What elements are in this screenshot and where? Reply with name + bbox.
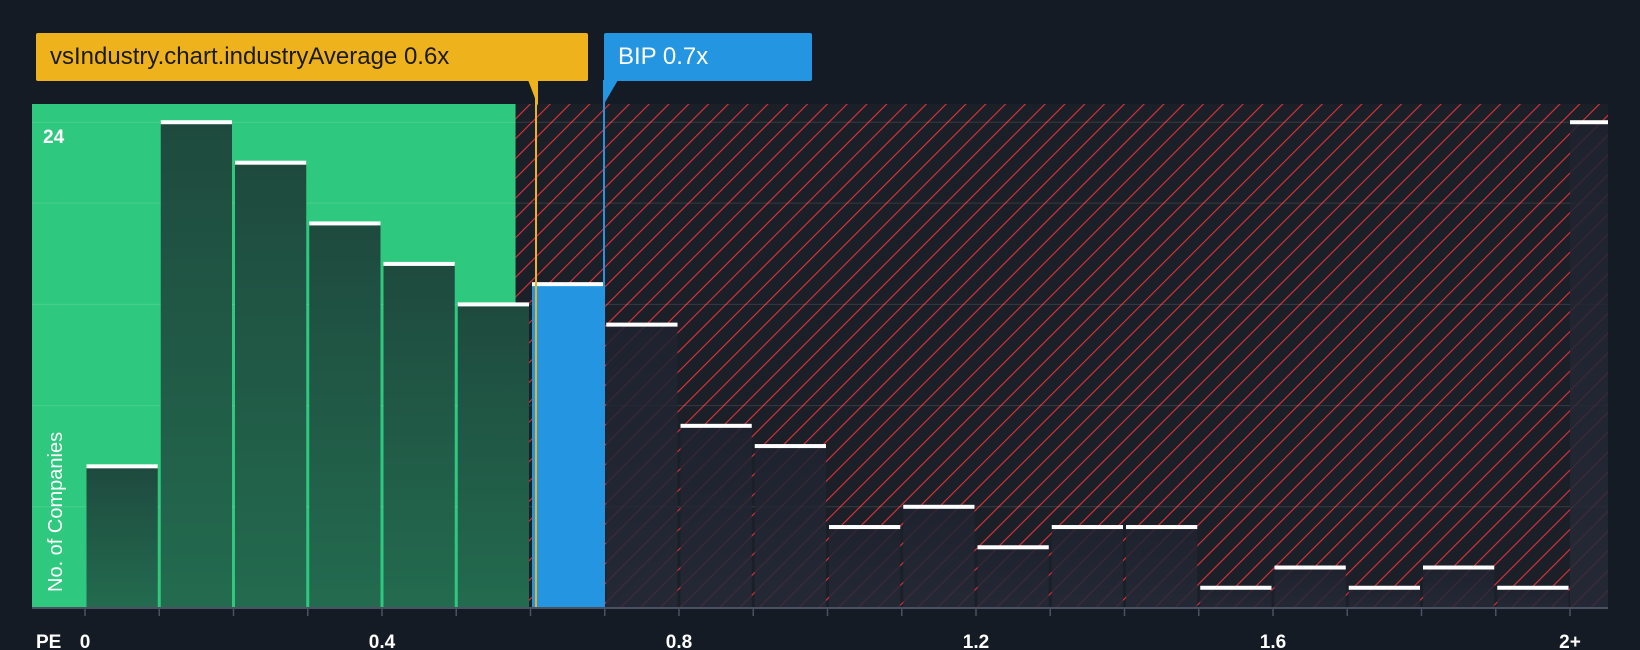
histogram-bar bbox=[1423, 567, 1495, 608]
x-tick-label: 0.4 bbox=[369, 632, 396, 650]
bar-top-cap bbox=[160, 120, 232, 125]
histogram-bar bbox=[383, 263, 455, 608]
bar-top-cap bbox=[606, 322, 678, 327]
x-axis-label: PE bbox=[36, 632, 61, 650]
bar-top-cap bbox=[754, 444, 826, 449]
histogram-bar bbox=[532, 284, 604, 608]
histogram-bar bbox=[977, 547, 1049, 608]
y-tick-label: 24 bbox=[43, 127, 65, 148]
bar-top-cap bbox=[680, 423, 752, 428]
bar-top-cap bbox=[829, 525, 901, 530]
markers bbox=[528, 80, 618, 608]
bar-top-cap bbox=[1200, 585, 1272, 590]
histogram-bar bbox=[680, 425, 752, 608]
bar-top-cap bbox=[457, 302, 529, 307]
x-tick-label: 1.6 bbox=[1260, 632, 1286, 650]
x-ticks: 0 0.4 0.8 1.2 1.6 2+ bbox=[80, 608, 1581, 650]
histogram-bar bbox=[829, 527, 901, 608]
x-tick-label: 0 bbox=[80, 632, 91, 650]
industry-pointer bbox=[528, 80, 538, 106]
histogram-bar bbox=[457, 304, 529, 608]
bars bbox=[86, 122, 1608, 609]
histogram-bar bbox=[1051, 527, 1123, 608]
bar-top-cap bbox=[977, 545, 1049, 550]
bar-top-cap bbox=[1423, 565, 1495, 570]
bar-top-cap bbox=[1348, 585, 1420, 590]
histogram-bar bbox=[606, 324, 678, 608]
bar-top-cap bbox=[1497, 585, 1569, 590]
x-tick-label: 2+ bbox=[1559, 632, 1581, 650]
y-axis-label: No. of Companies bbox=[45, 432, 67, 592]
bar-top-cap bbox=[903, 504, 975, 509]
histogram-bar bbox=[754, 446, 826, 608]
company-value-callout: BIP 0.7x bbox=[604, 33, 812, 81]
bar-top-cap bbox=[86, 464, 158, 469]
bar-top-cap bbox=[309, 221, 381, 226]
bar-top-cap bbox=[1051, 525, 1123, 530]
industry-average-callout: vsIndustry.chart.industryAverage 0.6x bbox=[36, 33, 588, 81]
company-pointer bbox=[604, 80, 618, 104]
bar-top-cap bbox=[532, 282, 604, 287]
bar-top-cap bbox=[235, 160, 307, 165]
bar-caps bbox=[86, 120, 1608, 590]
histogram-bar bbox=[1570, 122, 1608, 609]
histogram-bar bbox=[1497, 587, 1569, 608]
histogram-bar bbox=[235, 162, 307, 608]
histogram-bar bbox=[1200, 587, 1272, 608]
histogram-bar bbox=[1126, 527, 1198, 608]
bar-top-cap bbox=[383, 261, 455, 266]
histogram-bar bbox=[1274, 567, 1346, 608]
histogram-bar bbox=[160, 122, 232, 609]
x-tick-label: 1.2 bbox=[963, 632, 989, 650]
histogram-bar bbox=[903, 506, 975, 608]
histogram-bar bbox=[1348, 587, 1420, 608]
histogram-bar bbox=[309, 223, 381, 608]
x-tick-label: 0.8 bbox=[666, 632, 692, 650]
bar-top-cap bbox=[1570, 120, 1608, 125]
bar-top-cap bbox=[1274, 565, 1346, 570]
bar-top-cap bbox=[1126, 525, 1198, 530]
histogram-bar bbox=[86, 466, 158, 608]
